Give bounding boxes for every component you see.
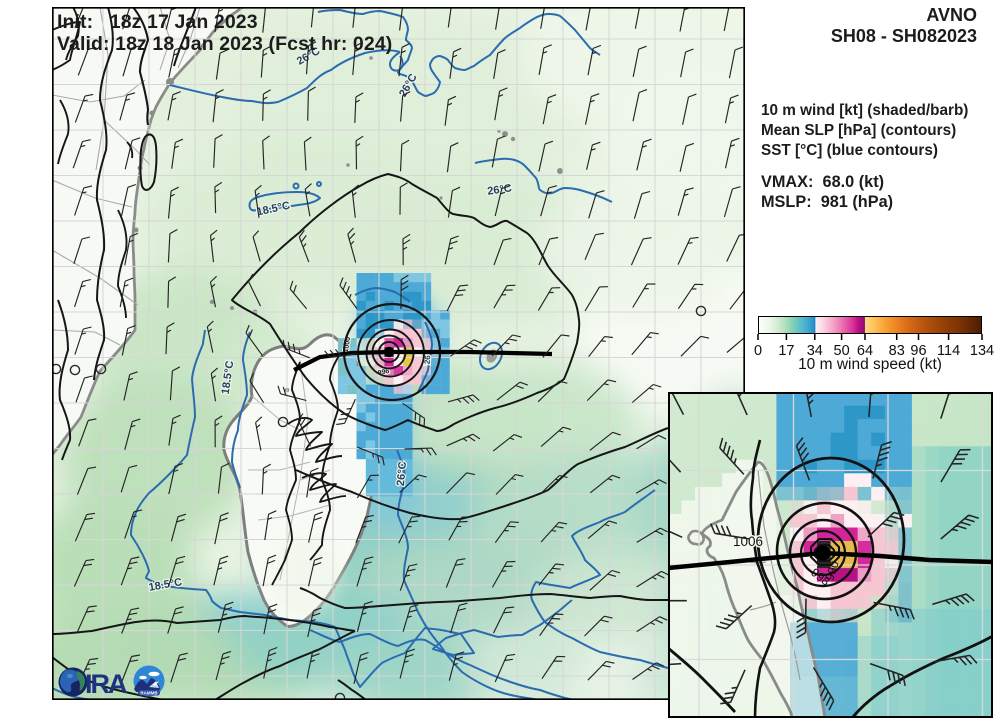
svg-text:17: 17 <box>778 343 794 359</box>
svg-text:990: 990 <box>822 559 842 583</box>
svg-text:34: 34 <box>807 343 823 359</box>
svg-text:114: 114 <box>937 343 960 359</box>
svg-text:50: 50 <box>834 343 850 359</box>
svg-text:996: 996 <box>377 368 390 377</box>
svg-text:IRA: IRA <box>85 669 127 699</box>
svg-text:134: 134 <box>970 343 994 359</box>
svg-text:26°C: 26°C <box>395 461 409 487</box>
svg-text:96: 96 <box>910 343 926 359</box>
svg-text:83: 83 <box>889 343 905 359</box>
svg-text:RAMMB: RAMMB <box>140 691 158 696</box>
svg-text:0: 0 <box>754 343 762 359</box>
svg-text:26°C: 26°C <box>487 182 513 197</box>
svg-text:64: 64 <box>857 343 873 359</box>
